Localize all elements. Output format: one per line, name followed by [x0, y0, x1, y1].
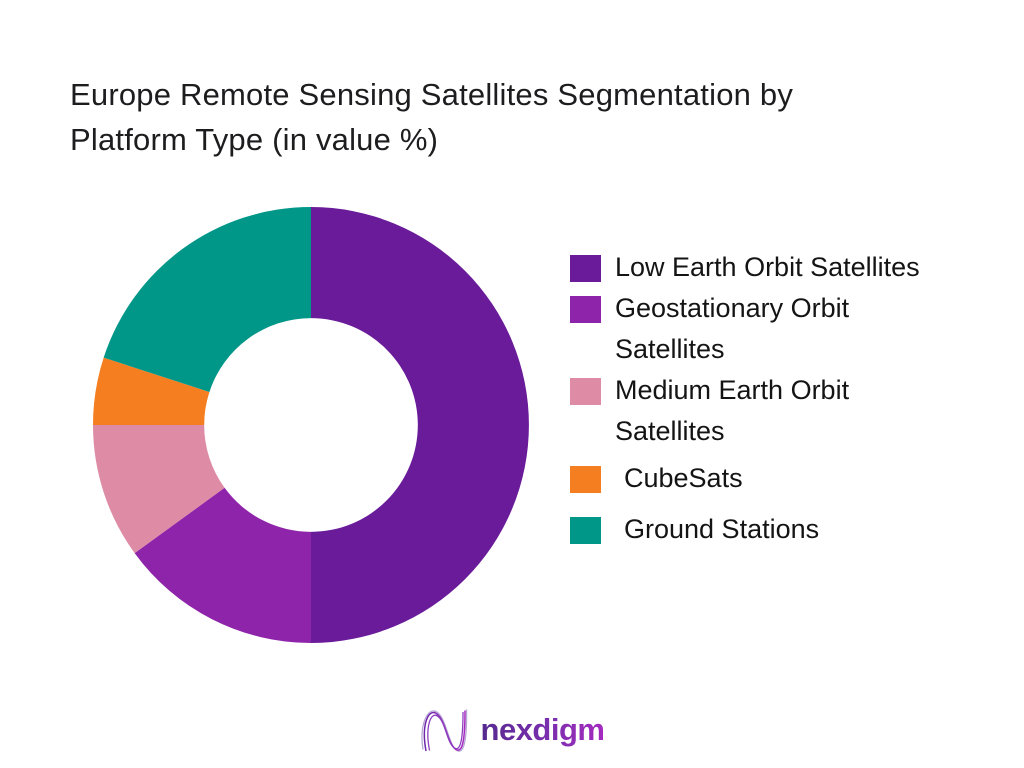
- donut-slice-ground-stations: [103, 207, 311, 392]
- legend-item-low-earth-orbit-satellites: Low Earth Orbit Satellites: [570, 247, 990, 288]
- nexdigm-logo-icon: [421, 709, 468, 752]
- legend-item-ground-stations: Ground Stations: [570, 509, 990, 550]
- chart-legend: Low Earth Orbit Satellites Geostationary…: [570, 247, 990, 550]
- legend-swatch: [570, 466, 601, 493]
- legend-label: Ground Stations: [624, 514, 820, 544]
- legend-swatch: [570, 517, 601, 544]
- donut-slice-cubesats: [93, 357, 210, 425]
- legend-label: Low Earth Orbit Satellites: [615, 252, 920, 282]
- donut-slice-medium-earth-orbit-satellites: [93, 425, 225, 554]
- chart-title-line-2: Platform Type (in value %): [70, 122, 439, 157]
- legend-item-medium-earth-orbit-satellites: Medium Earth Orbit Satellites: [570, 370, 990, 452]
- chart-title-line-1: Europe Remote Sensing Satellites Segment…: [70, 77, 794, 112]
- legend-swatch: [570, 296, 601, 323]
- legend-label: Medium Earth Orbit Satellites: [615, 375, 850, 446]
- legend-swatch: [570, 378, 601, 405]
- legend-item-geostationary-orbit-satellites: Geostationary Orbit Satellites: [570, 288, 990, 370]
- legend-item-cubesats: CubeSats: [570, 458, 990, 499]
- nexdigm-logo: nexdigm: [420, 704, 605, 756]
- donut-chart: [93, 207, 529, 643]
- donut-slice-geostationary-orbit-satellites: [134, 487, 311, 643]
- nexdigm-logo-text: nexdigm: [480, 712, 605, 747]
- legend-label: Geostationary Orbit Satellites: [615, 293, 850, 364]
- chart-title: Europe Remote Sensing Satellites Segment…: [70, 72, 950, 162]
- donut-slice-low-earth-orbit-satellites: [311, 207, 529, 643]
- legend-swatch: [570, 255, 601, 282]
- legend-label: CubeSats: [624, 463, 743, 493]
